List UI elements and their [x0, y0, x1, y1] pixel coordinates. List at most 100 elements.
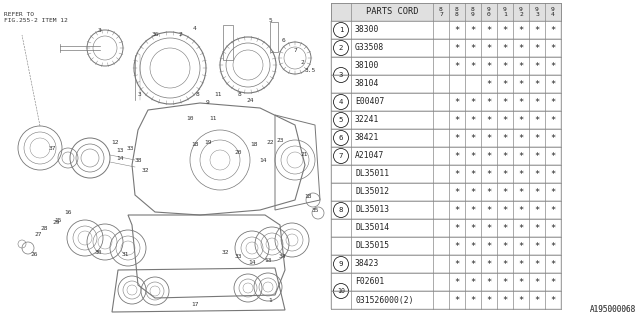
Text: *: *	[454, 223, 460, 233]
Text: 8
7: 8 7	[439, 7, 443, 17]
Text: 17: 17	[191, 302, 199, 308]
Text: *: *	[470, 223, 476, 233]
Text: *: *	[518, 277, 524, 286]
Text: *: *	[534, 44, 540, 52]
Text: 9
0: 9 0	[487, 7, 491, 17]
Text: *: *	[502, 170, 508, 179]
Text: 38423: 38423	[355, 260, 380, 268]
Text: 8: 8	[238, 92, 242, 98]
Text: E00407: E00407	[355, 98, 384, 107]
Bar	[331, 129, 561, 147]
Bar	[270, 22, 278, 52]
Text: *: *	[502, 116, 508, 124]
Bar	[331, 255, 561, 273]
Text: 32241: 32241	[355, 116, 380, 124]
Text: 7: 7	[294, 47, 298, 52]
Text: *: *	[502, 61, 508, 70]
Text: *: *	[502, 223, 508, 233]
Text: *: *	[534, 26, 540, 35]
Text: *: *	[502, 79, 508, 89]
Text: *: *	[534, 188, 540, 196]
Bar	[331, 39, 561, 57]
Text: 3: 3	[138, 92, 142, 98]
Text: 36: 36	[151, 33, 159, 37]
Bar	[331, 57, 561, 75]
Text: *: *	[454, 277, 460, 286]
Text: 35: 35	[311, 207, 319, 212]
Text: 9: 9	[339, 261, 343, 267]
Text: *: *	[518, 79, 524, 89]
Text: 16: 16	[64, 211, 72, 215]
Text: *: *	[550, 151, 556, 161]
Bar	[331, 147, 561, 165]
Text: *: *	[470, 133, 476, 142]
Text: *: *	[486, 133, 492, 142]
Bar	[331, 273, 561, 291]
Text: *: *	[470, 61, 476, 70]
Bar	[331, 183, 561, 201]
Text: 21: 21	[300, 153, 308, 157]
Text: *: *	[518, 223, 524, 233]
Text: 23: 23	[276, 138, 284, 142]
Text: *: *	[470, 151, 476, 161]
Text: 33: 33	[234, 253, 242, 259]
Text: *: *	[518, 205, 524, 214]
Text: *: *	[550, 116, 556, 124]
Text: 37: 37	[48, 146, 56, 150]
Text: *: *	[518, 61, 524, 70]
Text: *: *	[470, 170, 476, 179]
Text: A195000068: A195000068	[589, 305, 636, 314]
Text: *: *	[518, 260, 524, 268]
Text: *: *	[486, 98, 492, 107]
Text: 22: 22	[266, 140, 274, 146]
Text: 18: 18	[304, 195, 312, 199]
Text: 4: 4	[193, 26, 197, 30]
Text: *: *	[550, 44, 556, 52]
Text: 1: 1	[339, 27, 343, 33]
Text: 9: 9	[206, 100, 210, 105]
Text: *: *	[454, 242, 460, 251]
Text: 8: 8	[196, 92, 200, 98]
Text: 38: 38	[134, 157, 141, 163]
Text: DL35012: DL35012	[355, 188, 389, 196]
Text: *: *	[502, 133, 508, 142]
Text: *: *	[534, 79, 540, 89]
Text: *: *	[518, 133, 524, 142]
Text: *: *	[486, 242, 492, 251]
Text: 6: 6	[339, 135, 343, 141]
Text: *: *	[470, 44, 476, 52]
Text: F02601: F02601	[355, 277, 384, 286]
Text: *: *	[470, 295, 476, 305]
Text: *: *	[486, 188, 492, 196]
Text: *: *	[550, 260, 556, 268]
Text: *: *	[486, 277, 492, 286]
Text: *: *	[486, 44, 492, 52]
Bar	[331, 237, 561, 255]
Text: *: *	[502, 277, 508, 286]
Text: *: *	[518, 188, 524, 196]
Text: 12: 12	[111, 140, 119, 145]
Text: 031526000(2): 031526000(2)	[355, 295, 413, 305]
Text: *: *	[518, 44, 524, 52]
Text: *: *	[454, 295, 460, 305]
Bar	[331, 111, 561, 129]
Text: 38421: 38421	[355, 133, 380, 142]
Text: *: *	[486, 260, 492, 268]
Text: *: *	[502, 295, 508, 305]
Text: *: *	[454, 170, 460, 179]
Text: 20: 20	[234, 149, 242, 155]
Text: *: *	[486, 26, 492, 35]
Text: *: *	[502, 98, 508, 107]
Text: A195000068: A195000068	[589, 305, 636, 314]
Text: *: *	[518, 242, 524, 251]
Text: *: *	[550, 61, 556, 70]
Text: 34: 34	[278, 253, 285, 259]
Text: *: *	[550, 205, 556, 214]
Text: *: *	[470, 188, 476, 196]
Text: 9
4: 9 4	[551, 7, 555, 17]
Text: 26: 26	[30, 252, 38, 258]
Text: *: *	[550, 242, 556, 251]
Text: 8
9: 8 9	[471, 7, 475, 17]
Bar	[331, 3, 561, 21]
Text: *: *	[550, 133, 556, 142]
